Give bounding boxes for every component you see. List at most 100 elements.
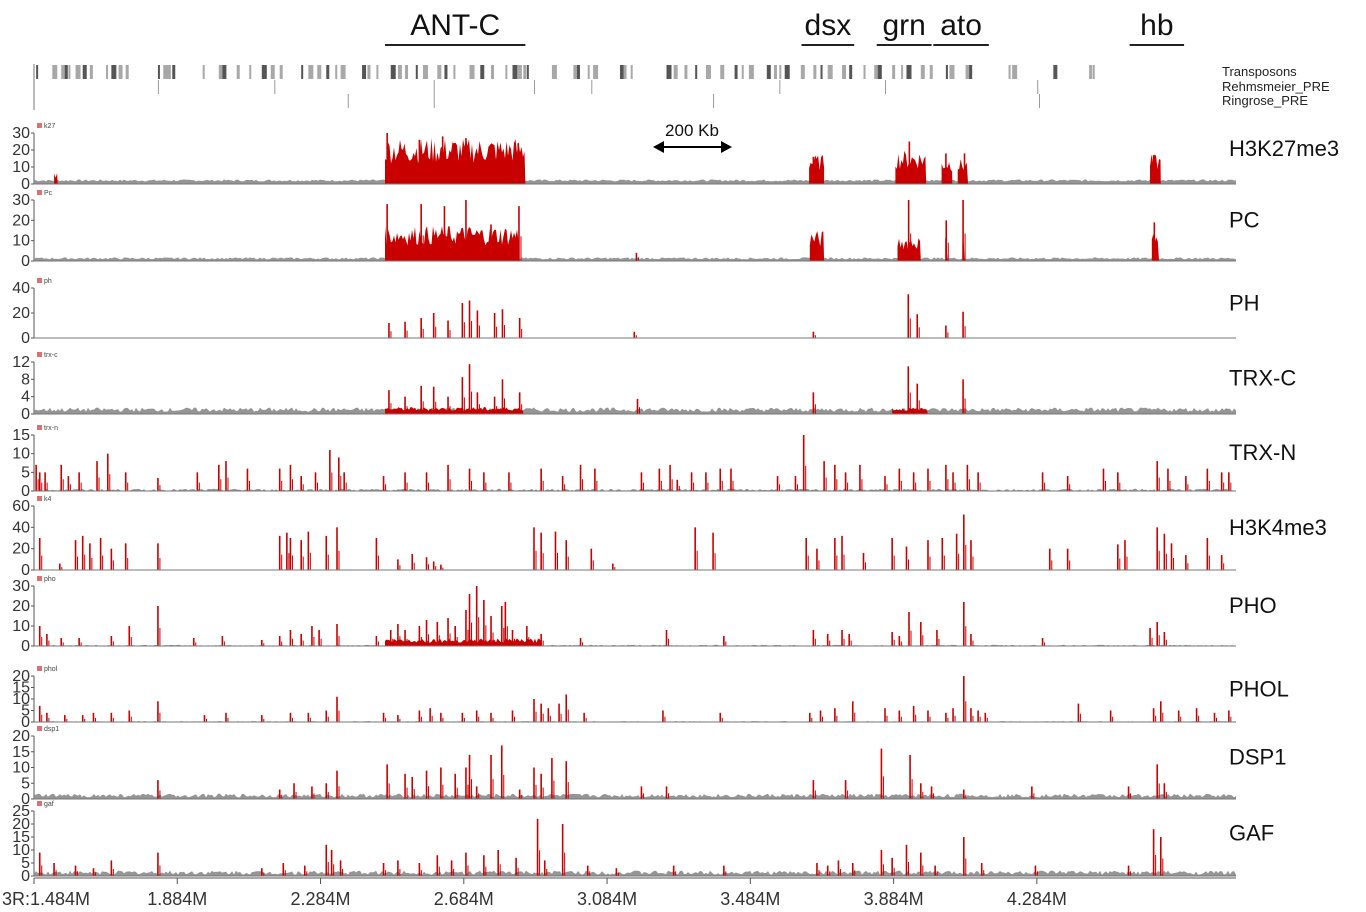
annotation-feature <box>965 65 970 79</box>
annotation-feature <box>969 65 973 79</box>
y-tick-label: 0 <box>21 638 30 655</box>
annotation-feature <box>125 65 129 79</box>
track-tag: phol <box>44 666 58 673</box>
scale-bar-label: 200 Kb <box>665 121 719 140</box>
annotation-feature <box>734 65 738 79</box>
track-pho: pho 0 10 20 30 PHO <box>12 576 1277 655</box>
annotation-feature <box>157 65 160 79</box>
annotation-feature <box>347 94 349 108</box>
annotation-feature <box>249 65 252 79</box>
annotation-feature <box>222 65 227 79</box>
annotation-feature <box>576 65 580 79</box>
annotation-feature <box>75 65 81 79</box>
x-tick-label: 3.884M <box>864 889 924 909</box>
y-tick-label: 10 <box>12 691 30 708</box>
annotation-feature <box>64 65 68 79</box>
annotation-feature <box>526 65 529 79</box>
track-label-phol: PHOL <box>1229 677 1289 702</box>
annotation-feature <box>813 65 817 79</box>
annotation-feature <box>52 65 58 79</box>
y-tick-label: 10 <box>12 760 30 777</box>
annotation-feature <box>1008 65 1011 79</box>
track-background <box>34 257 1236 261</box>
annotation-feature <box>433 80 435 94</box>
annotation-feature <box>877 65 882 79</box>
track-tag-box <box>37 496 42 501</box>
track-tag-box <box>37 801 42 806</box>
track-background <box>34 407 1236 414</box>
scale-bar-left-arrow <box>653 141 664 153</box>
track-trx-n: trx-n 0 510 15 TRX-N <box>12 425 1296 500</box>
y-tick-label: 4 <box>21 389 30 406</box>
track-background <box>34 870 1236 876</box>
y-tick-label: 0 <box>21 176 30 193</box>
signal-domain <box>385 225 520 261</box>
annotation-feature <box>779 65 782 79</box>
signal-domain <box>957 159 969 184</box>
annotation-feature <box>551 65 557 79</box>
y-tick-label: 30 <box>12 578 30 595</box>
y-tick-label: 20 <box>12 598 30 615</box>
annotation-feature <box>820 65 823 79</box>
annotation-feature <box>517 65 522 79</box>
annotation-feature <box>949 65 955 79</box>
y-tick-label: 25 <box>12 803 30 820</box>
track-background <box>34 793 1236 799</box>
y-tick-label: 15 <box>12 829 30 846</box>
annotation-feature <box>157 80 159 94</box>
track-tag-box <box>37 666 42 671</box>
annotation-feature <box>166 65 171 79</box>
annotation-feature <box>236 65 240 79</box>
annotation-feature <box>444 65 448 79</box>
annotation-feature <box>945 65 948 79</box>
track-tag-box <box>37 425 42 430</box>
track-label-pc: PC <box>1229 207 1260 232</box>
annotation-feature <box>884 80 886 94</box>
signal-domain <box>809 231 825 261</box>
annotation-feature <box>36 65 39 79</box>
track-tag: gaf <box>44 801 54 808</box>
track-tag: ph <box>44 278 52 285</box>
annotation-feature <box>335 65 338 79</box>
x-tick-label: 1.884M <box>147 889 207 909</box>
annotation-feature <box>397 65 402 79</box>
annotation-feature <box>512 65 518 79</box>
annotation-feature <box>773 65 777 79</box>
track-tag: dsp1 <box>44 726 59 733</box>
annotation-feature <box>340 65 346 79</box>
annotation-feature <box>587 65 590 79</box>
annotation-feature <box>533 80 535 94</box>
annotation-feature <box>929 65 933 79</box>
annotation-feature <box>505 65 508 79</box>
annotation-feature <box>1039 94 1041 108</box>
annotation-feature <box>863 65 866 79</box>
y-tick-label: 0 <box>21 562 30 579</box>
track-background <box>34 488 1236 491</box>
x-tick-label: 2.684M <box>434 889 494 909</box>
y-tick-label: 10 <box>12 618 30 635</box>
gene-label-dsx: dsx <box>805 9 852 42</box>
annotation-feature <box>415 65 418 79</box>
y-tick-label: 10 <box>12 233 30 250</box>
y-tick-label: 10 <box>12 159 30 176</box>
annotation-feature <box>326 65 330 79</box>
annotation-feature <box>666 65 672 79</box>
track-tag-box <box>37 352 42 357</box>
annotation-feature <box>779 80 781 94</box>
y-tick-label: 15 <box>12 427 30 444</box>
track-h3k4me3: k4 0 20 40 60 H3K4me3 <box>12 496 1327 579</box>
annotation-feature <box>705 65 711 79</box>
annotation-feature <box>593 65 599 79</box>
annotation-feature <box>469 65 475 79</box>
y-tick-label: 0 <box>21 483 30 500</box>
annotation-feature <box>720 65 725 79</box>
annotation-feature <box>684 65 688 79</box>
annotation-feature <box>827 65 833 79</box>
